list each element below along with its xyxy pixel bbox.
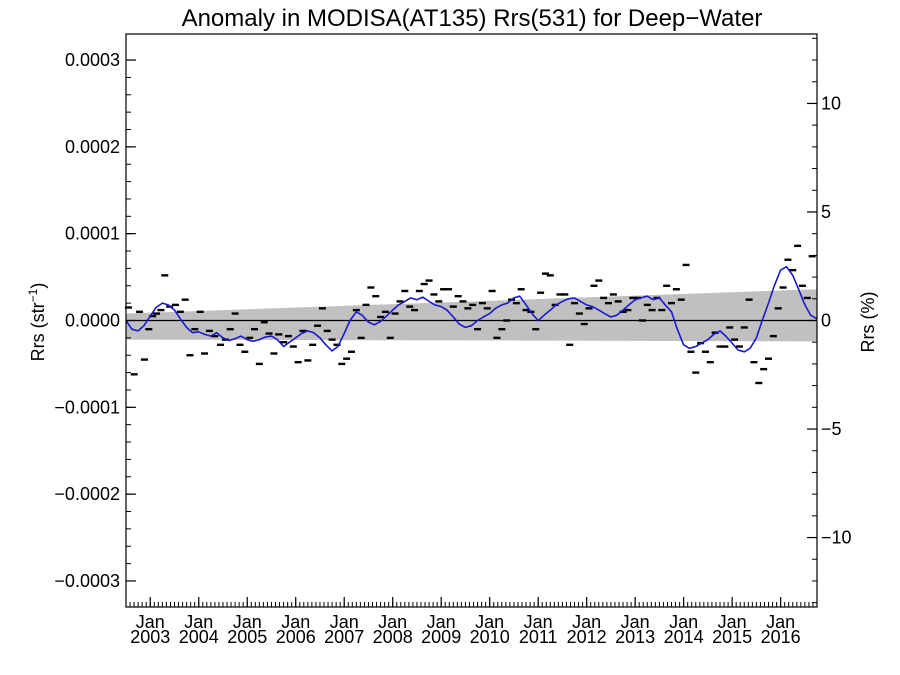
y-tick-label: −0.0001 [54, 397, 120, 417]
x-tick-month: Jan [427, 612, 456, 632]
y2-tick-label: 10 [821, 93, 841, 113]
y-tick-label: −0.0002 [54, 484, 120, 504]
x-tick-month: Jan [621, 612, 650, 632]
x-tick-month: Jan [281, 612, 310, 632]
y-tick-label: −0.0003 [54, 571, 120, 591]
x-tick-year: 2014 [664, 627, 704, 647]
series-line-layer [125, 265, 818, 353]
x-tick-year: 2013 [615, 627, 655, 647]
y-axis-label-superscript: −1 [26, 288, 40, 302]
x-tick-year: 2006 [276, 627, 316, 647]
series-line [125, 265, 818, 353]
x-tick-month: Jan [524, 612, 553, 632]
x-tick-year: 2003 [130, 627, 170, 647]
x-tick-year: 2016 [761, 627, 801, 647]
x-tick-year: 2007 [324, 627, 364, 647]
chart-title: Anomaly in MODISA(AT135) Rrs(531) for De… [182, 5, 763, 32]
x-tick-month: Jan [475, 612, 504, 632]
x-tick-year: 2008 [373, 627, 413, 647]
y2-tick-label: −10 [821, 528, 852, 548]
y-axis-label: Rrs (str−1) [26, 283, 48, 362]
x-tick-month: Jan [330, 612, 359, 632]
x-tick-month: Jan [718, 612, 747, 632]
x-tick-month: Jan [669, 612, 698, 632]
x-tick-month: Jan [184, 612, 213, 632]
x-tick-year: 2004 [179, 627, 219, 647]
x-tick-year: 2005 [227, 627, 267, 647]
y-tick-label: 0.0000 [65, 311, 120, 331]
trend-band [126, 289, 817, 342]
y-tick-label: 0.0001 [65, 224, 120, 244]
y2-tick-label: −5 [821, 419, 842, 439]
y-tick-label: 0.0003 [65, 50, 120, 70]
x-tick-month: Jan [378, 612, 407, 632]
x-axis: Jan2003Jan2004Jan2005Jan2006Jan2007Jan20… [125, 597, 818, 647]
x-tick-month: Jan [136, 612, 165, 632]
y2-axis-label: Rrs (%) [858, 292, 878, 353]
x-tick-year: 2012 [567, 627, 607, 647]
y-axis-right: 10 5 0 −5 −10 [807, 37, 852, 604]
x-tick-year: 2009 [421, 627, 461, 647]
x-tick-month: Jan [572, 612, 601, 632]
y-axis-left: 0.0003 0.0002 0.0001 0.0000 −0.0001 −0.0002 −0… [54, 50, 136, 591]
trend-band-layer [126, 289, 817, 342]
x-tick-year: 2015 [712, 627, 752, 647]
y-tick-label: 0.0002 [65, 137, 120, 157]
x-tick-month: Jan [233, 612, 262, 632]
y2-tick-label: 5 [821, 202, 831, 222]
x-tick-year: 2011 [519, 627, 558, 647]
x-tick-year: 2010 [470, 627, 510, 647]
x-tick-month: Jan [766, 612, 795, 632]
y2-tick-label: 0 [821, 311, 831, 331]
